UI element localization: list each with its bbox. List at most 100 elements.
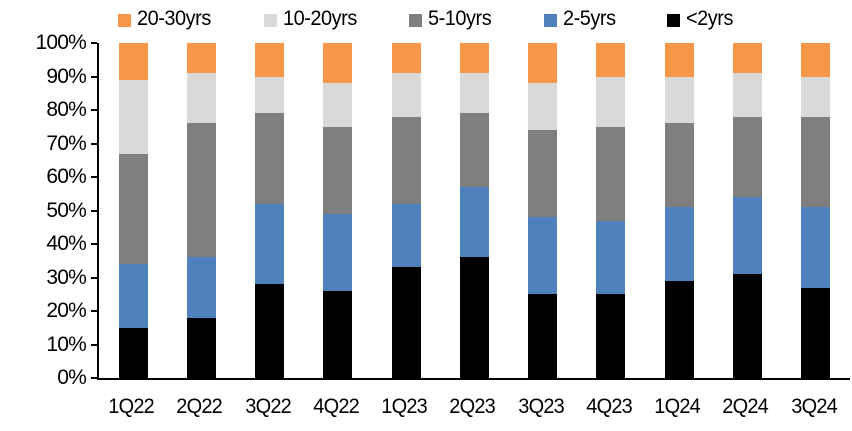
bar-slot xyxy=(645,43,713,378)
y-tick-label: 30% xyxy=(46,265,86,289)
bar-slot xyxy=(304,43,372,378)
bar-segment-10-20yrs xyxy=(118,79,148,154)
x-tick-label: 3Q23 xyxy=(517,395,565,418)
x-tick-label: 2Q24 xyxy=(722,395,770,418)
bar-slot xyxy=(99,43,167,378)
y-tick-mark xyxy=(91,42,97,44)
bar-segment-5-10yrs xyxy=(323,126,353,214)
bar-segment-2-5yrs xyxy=(186,257,216,318)
bar-segment-lt-2yrs xyxy=(391,267,421,378)
y-tick-label: 20% xyxy=(46,299,86,322)
bar-2Q22 xyxy=(186,43,216,378)
y-tick-label: 0% xyxy=(57,366,87,389)
legend-label: 20-30yrs xyxy=(137,7,211,30)
bar-segment-2-5yrs xyxy=(459,187,489,258)
bar-segment-5-10yrs xyxy=(459,113,489,188)
bar-segment-10-20yrs xyxy=(733,73,763,117)
x-axis-labels: 1Q22 2Q22 3Q22 4Q22 1Q23 2Q23 3Q23 4Q23 1Q24 2Q24… xyxy=(97,394,848,420)
bar-segment-2-5yrs xyxy=(323,213,353,291)
legend-label: 10-20yrs xyxy=(282,7,357,30)
y-tick-mark xyxy=(91,243,97,245)
bar-slot xyxy=(782,43,850,378)
bar-3Q24 xyxy=(801,43,831,378)
legend-swatch-icon xyxy=(409,14,423,27)
bar-slot xyxy=(577,43,645,378)
bar-2Q24 xyxy=(733,43,763,378)
bar-slot xyxy=(440,43,508,378)
legend-item: <2yrs xyxy=(667,7,735,31)
bar-segment-5-10yrs xyxy=(391,116,421,204)
x-tick-label: 1Q22 xyxy=(108,395,155,418)
y-tick-label: 100% xyxy=(35,31,86,54)
x-tick-label: 1Q23 xyxy=(381,395,428,418)
bar-segment-5-10yrs xyxy=(255,113,285,204)
bar-segment-5-10yrs xyxy=(664,123,694,208)
bar-slot xyxy=(236,43,304,378)
bar-segment-10-20yrs xyxy=(459,73,489,114)
bar-segment-5-10yrs xyxy=(801,116,831,208)
x-tick-label: 1Q24 xyxy=(654,395,701,418)
bar-segment-20-30yrs xyxy=(801,43,831,77)
x-tick-label: 4Q22 xyxy=(313,395,360,418)
bar-slot xyxy=(509,43,577,378)
y-tick-mark xyxy=(91,377,97,379)
y-tick-label: 50% xyxy=(46,198,86,222)
bar-segment-10-20yrs xyxy=(323,83,353,127)
bar-segment-5-10yrs xyxy=(596,126,626,221)
bar-slot xyxy=(372,43,440,378)
bar-segment-20-30yrs xyxy=(733,43,763,74)
y-tick-mark xyxy=(91,343,97,346)
y-tick-label: 70% xyxy=(46,131,86,155)
y-tick-mark xyxy=(91,109,97,111)
x-tick-label: 3Q22 xyxy=(244,395,292,418)
bar-slot xyxy=(167,43,235,378)
plot-area xyxy=(91,42,850,380)
bar-segment-2-5yrs xyxy=(733,197,763,275)
bar-segment-2-5yrs xyxy=(255,203,285,285)
bar-1Q23 xyxy=(391,43,421,378)
bar-segment-lt-2yrs xyxy=(664,280,694,378)
bar-segment-20-30yrs xyxy=(528,43,558,84)
bar-segment-5-10yrs xyxy=(186,123,216,258)
bar-segment-5-10yrs xyxy=(118,153,148,265)
legend-label: <2yrs xyxy=(686,7,734,30)
bar-segment-20-30yrs xyxy=(118,43,148,80)
bar-3Q22 xyxy=(255,43,285,378)
bar-segment-lt-2yrs xyxy=(186,317,216,378)
legend-label: 5-10yrs xyxy=(428,7,492,30)
legend-item: 5-10yrs xyxy=(409,7,495,31)
y-tick-mark xyxy=(91,75,97,78)
bar-segment-20-30yrs xyxy=(323,43,353,84)
legend-swatch-icon xyxy=(543,14,557,27)
bar-segment-20-30yrs xyxy=(664,43,694,77)
bar-segment-20-30yrs xyxy=(459,43,489,74)
legend-label: 2-5yrs xyxy=(562,7,616,30)
bar-segment-10-20yrs xyxy=(255,76,285,114)
y-tick-label: 40% xyxy=(46,232,86,255)
y-tick-label: 80% xyxy=(46,98,86,121)
bar-segment-lt-2yrs xyxy=(596,294,626,378)
bar-segment-2-5yrs xyxy=(596,220,626,295)
legend: 20-30yrs 10-20yrs 5-10yrs 2-5yrs <2yrs xyxy=(118,6,736,32)
x-tick-label: 2Q22 xyxy=(176,395,224,418)
legend-item: 10-20yrs xyxy=(263,7,361,31)
x-tick-label: 4Q23 xyxy=(586,395,633,418)
bar-segment-10-20yrs xyxy=(801,76,831,117)
bar-segment-lt-2yrs xyxy=(528,294,558,378)
bar-segment-20-30yrs xyxy=(186,43,216,74)
bar-segment-2-5yrs xyxy=(391,203,421,268)
x-tick-label: 3Q24 xyxy=(790,395,838,418)
legend-swatch-icon xyxy=(118,14,131,27)
bar-segment-10-20yrs xyxy=(596,76,626,127)
bar-segment-10-20yrs xyxy=(186,73,216,124)
y-tick-mark xyxy=(91,142,97,145)
bar-segment-10-20yrs xyxy=(391,73,421,117)
y-tick-label: 10% xyxy=(46,332,86,356)
bar-segment-2-5yrs xyxy=(664,207,694,281)
bar-segment-lt-2yrs xyxy=(801,287,831,378)
bars-container xyxy=(99,43,850,378)
bar-segment-2-5yrs xyxy=(118,264,148,328)
y-axis-labels: 0% 10% 20% 30% 40% 50% 60% 70% 80% 90% 100% xyxy=(0,32,86,389)
bar-segment-5-10yrs xyxy=(733,116,763,198)
